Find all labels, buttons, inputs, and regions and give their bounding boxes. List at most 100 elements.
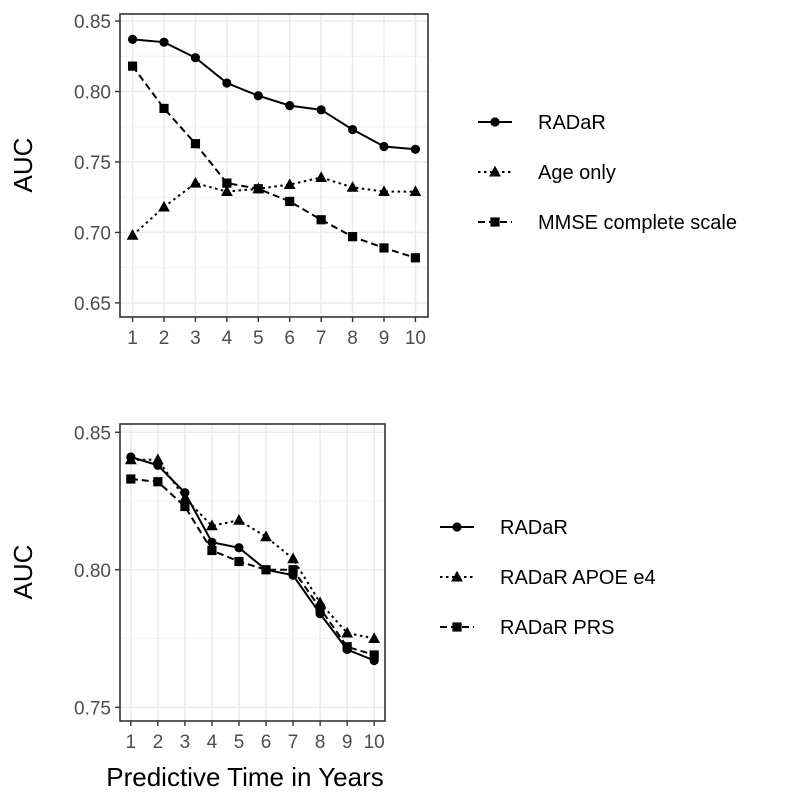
data-point-circle: [410, 144, 421, 154]
data-point-triangle: [346, 181, 359, 192]
x-tick-label: 10: [364, 732, 385, 753]
panel-border: [119, 423, 386, 722]
x-tick-label: 9: [342, 732, 353, 753]
x-tick-label: 6: [261, 732, 272, 753]
data-point-triangle: [368, 632, 381, 643]
data-point-triangle: [260, 530, 272, 542]
data-point-square: [190, 139, 201, 149]
series-line-1: [131, 176, 416, 237]
x-tick-label: 8: [315, 732, 326, 753]
legend-label: MMSE complete scale: [538, 212, 737, 234]
data-point-triangle: [220, 185, 233, 197]
y-axis-title: AUC: [8, 138, 38, 193]
series-line-0: [130, 456, 375, 662]
data-point-square: [222, 178, 232, 188]
plot-panel: [120, 424, 385, 721]
data-point-square: [159, 103, 169, 114]
y-tick-label: 0.80: [74, 561, 111, 582]
x-tick-label: 2: [159, 328, 170, 349]
x-tick-label: 4: [222, 328, 233, 349]
legend: RADaR RADaR APOE e4 RADaR PRS: [440, 517, 656, 639]
legend-label: RADaR PRS: [500, 617, 614, 639]
x-tick-label: 7: [288, 732, 299, 753]
data-point-square: [347, 232, 358, 242]
data-point-circle: [159, 37, 169, 47]
series-line-1: [130, 458, 375, 640]
x-tick-label: 1: [126, 732, 137, 753]
data-point-circle: [316, 105, 326, 115]
y-tick-label: 0.85: [74, 12, 111, 33]
data-point-square: [153, 477, 163, 487]
x-tick-label: 9: [379, 328, 390, 349]
x-tick-label: 3: [190, 328, 201, 349]
legend: RADaR Age only MMSE complete scale: [478, 112, 737, 234]
legend-key-marker: [490, 217, 500, 227]
plot-panel: [120, 14, 428, 317]
x-tick-label: 2: [153, 732, 164, 753]
data-point-circle: [127, 34, 138, 44]
data-point-circle: [379, 141, 389, 152]
y-tick-label: 0.65: [74, 294, 111, 315]
data-point-square: [315, 603, 325, 613]
data-point-triangle: [126, 229, 139, 240]
x-tick-label: 3: [180, 732, 191, 753]
data-point-square: [253, 184, 263, 194]
legend-key-marker: [490, 117, 500, 127]
data-point-square: [342, 642, 352, 652]
data-point-triangle: [151, 453, 164, 465]
legend-label: RADaR APOE e4: [500, 567, 656, 589]
data-point-square: [316, 215, 326, 225]
data-point-circle: [222, 78, 232, 88]
data-point-square: [234, 556, 244, 567]
data-point-square: [285, 196, 295, 207]
x-axis-title: Predictive Time in Years: [106, 762, 383, 792]
data-point-triangle: [233, 514, 245, 525]
y-tick-label: 0.70: [74, 223, 111, 244]
x-tick-label: 4: [207, 732, 218, 753]
data-point-triangle: [341, 626, 354, 638]
data-point-circle: [190, 53, 201, 63]
data-point-square: [126, 474, 136, 484]
series-line-2: [130, 478, 375, 656]
data-point-circle: [253, 91, 263, 101]
legend-label: Age only: [538, 162, 616, 184]
data-point-square: [410, 253, 421, 263]
y-tick-label: 0.85: [74, 423, 111, 444]
x-tick-label: 8: [347, 328, 358, 349]
y-axis-title: AUC: [8, 545, 38, 600]
data-point-circle: [207, 537, 217, 547]
series-line-0: [132, 38, 416, 151]
data-point-square: [180, 501, 190, 512]
data-point-square: [369, 650, 379, 660]
data-point-triangle: [378, 185, 390, 197]
legend-key-marker: [452, 622, 462, 632]
x-tick-label: 5: [234, 732, 245, 753]
data-point-triangle: [287, 552, 299, 564]
y-tick-label: 0.80: [74, 83, 111, 104]
series-line-2: [131, 65, 416, 259]
panel-border: [119, 13, 429, 318]
data-point-triangle: [189, 176, 202, 188]
data-point-triangle: [179, 492, 191, 503]
x-tick-label: 7: [316, 328, 327, 349]
legend-label: RADaR: [500, 517, 568, 539]
data-point-square: [127, 61, 138, 71]
data-point-square: [379, 243, 389, 253]
x-tick-label: 5: [253, 328, 264, 349]
data-point-triangle: [283, 178, 296, 189]
data-point-circle: [285, 101, 295, 111]
legend-key-marker: [489, 165, 501, 177]
y-tick-label: 0.75: [74, 698, 111, 719]
auc-chart-top: 0.65 0.70 0.75 0.80 0.85 1 2 3 4 5 6 7 8 9 10 AUC RADaR A…: [8, 12, 737, 349]
data-point-square: [288, 565, 298, 575]
x-tick-label: 1: [127, 328, 138, 349]
legend-key-marker: [451, 570, 463, 582]
data-point-triangle: [409, 185, 422, 197]
auc-chart-bottom: 0.75 0.80 0.85 1 2 3 4 5 6 7 8 9 10 AUC Predictive Tim…: [8, 423, 656, 792]
y-tick-label: 0.75: [74, 153, 111, 174]
data-point-square: [261, 565, 271, 575]
legend-label: RADaR: [538, 112, 606, 134]
data-point-circle: [347, 124, 358, 135]
legend-key-marker: [452, 522, 462, 532]
